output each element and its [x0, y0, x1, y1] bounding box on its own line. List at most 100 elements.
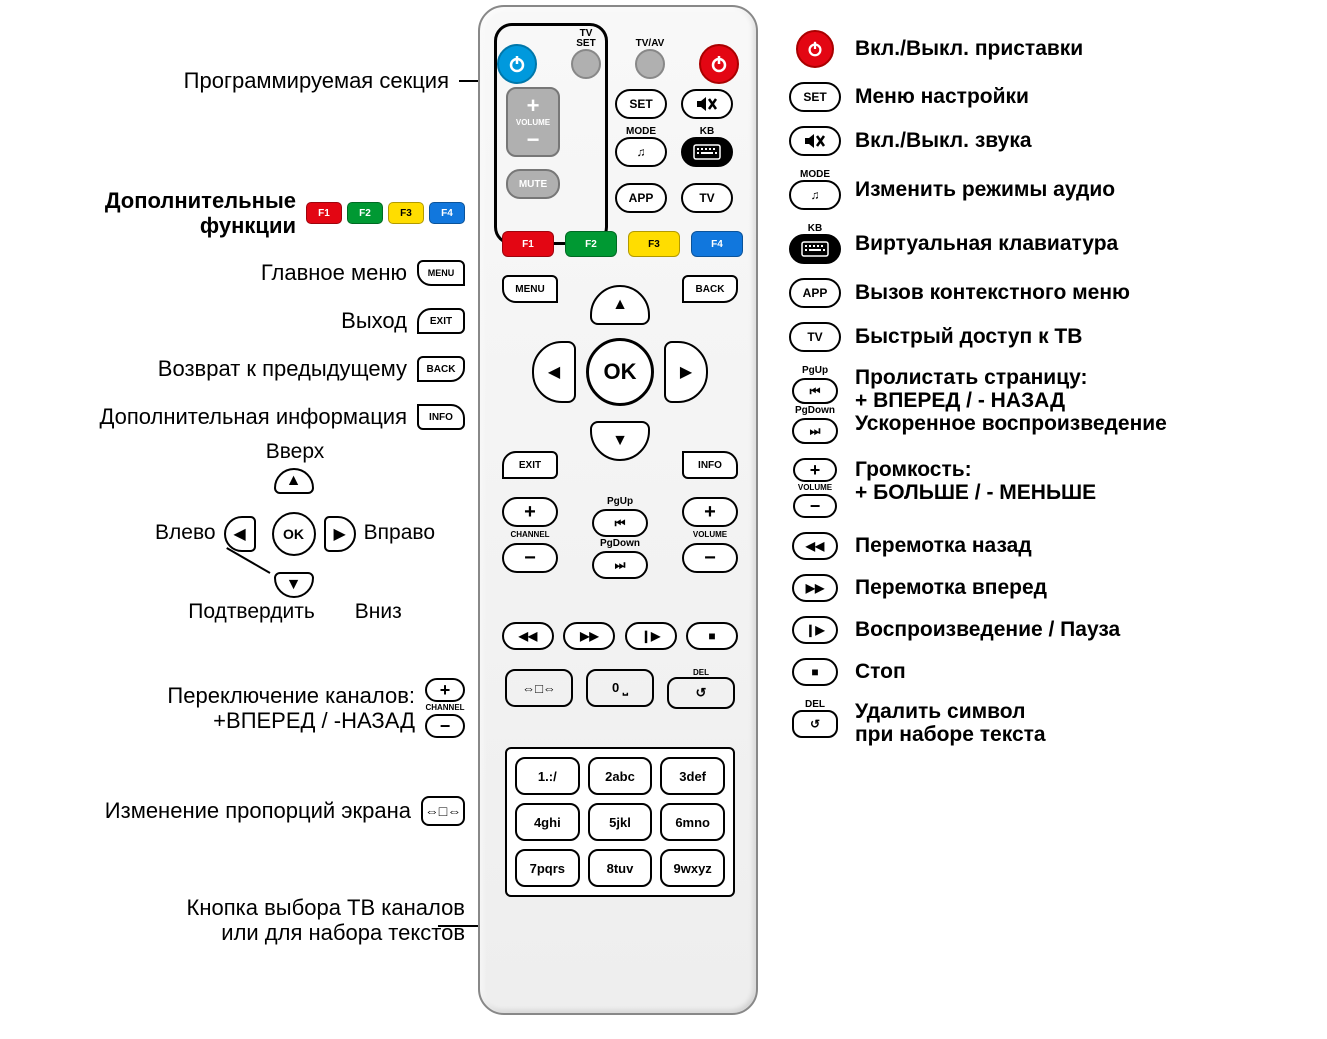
- vol-minus-legend-icon: −: [793, 494, 837, 518]
- right-column: Вкл./Выкл. приставки SET Меню настройки …: [790, 30, 1310, 760]
- key-1[interactable]: 1.:/: [515, 757, 580, 795]
- dpad-diagram: Вверх Влево ▲ ▼ ◀ ▶ OK Вправо Подтвердит…: [155, 440, 435, 624]
- channel-minus-icon: −: [425, 714, 465, 738]
- f1-button[interactable]: F1: [502, 231, 554, 257]
- dpad-down-label: Вниз: [355, 600, 402, 624]
- arrow-up-icon: ▲: [286, 472, 302, 490]
- channel-plus-button[interactable]: +: [502, 497, 558, 527]
- legend-stop: ■ Стоп: [790, 658, 1310, 686]
- arrow-down-icon: ▼: [286, 576, 302, 594]
- key-8[interactable]: 8tuv: [588, 849, 653, 887]
- f3-key-mini: F3: [388, 202, 424, 224]
- mute-button[interactable]: MUTE: [506, 169, 560, 199]
- tv-button[interactable]: TV: [681, 183, 733, 213]
- legend-forward: ▶▶ Перемотка вперед: [790, 574, 1310, 602]
- key-4[interactable]: 4ghi: [515, 803, 580, 841]
- set-icon: SET: [789, 82, 841, 112]
- extra-functions-text: Дополнительные функции: [105, 188, 296, 239]
- mode-label: MODE: [615, 127, 667, 137]
- legend-del: DEL↺ Удалить символ при наборе текста: [790, 700, 1310, 746]
- volume-label: VOLUME: [516, 119, 550, 127]
- channel-minus-button[interactable]: −: [502, 543, 558, 573]
- f3-button[interactable]: F3: [628, 231, 680, 257]
- pgup-button[interactable]: ⏮: [592, 509, 648, 537]
- pgup-label: PgUp: [607, 497, 633, 507]
- menu-icon: MENU: [417, 260, 465, 286]
- channel-label: CHANNEL: [510, 531, 549, 539]
- dpad-left-label: Влево: [155, 521, 216, 545]
- mute-icon-button[interactable]: [681, 89, 733, 119]
- tv-legend-icon: TV: [789, 322, 841, 352]
- legend-page: PgUp ⏮ PgDown ⏭ Пролистать страницу: + В…: [790, 366, 1310, 444]
- f4-button[interactable]: F4: [691, 231, 743, 257]
- keyboard-legend-icon: [789, 234, 841, 264]
- playpause-legend-icon: ❙▶: [792, 616, 838, 644]
- kb-label: KB: [681, 127, 733, 137]
- mute-label: MUTE: [519, 179, 547, 190]
- del-button[interactable]: ↺: [667, 677, 735, 709]
- info-icon: INFO: [417, 404, 465, 430]
- numeric-keypad: 1.:/ 2abc 3def 4ghi 5jkl 6mno 7pqrs 8tuv…: [505, 747, 735, 897]
- power-icon: [709, 54, 729, 74]
- label-exit: Выход EXIT: [341, 308, 465, 334]
- keyboard-button[interactable]: [681, 137, 733, 167]
- volume-rocker[interactable]: + VOLUME −: [506, 87, 560, 157]
- dpad-left-button[interactable]: ◀: [532, 341, 576, 403]
- keyboard-icon: [693, 144, 721, 160]
- mute-legend-icon: [789, 126, 841, 156]
- key-3[interactable]: 3def: [660, 757, 725, 795]
- dpad: ▲ ▼ ◀ ▶ OK: [532, 285, 708, 461]
- mode-button[interactable]: ♫: [615, 137, 667, 167]
- key-2[interactable]: 2abc: [588, 757, 653, 795]
- app-legend-icon: APP: [789, 278, 841, 308]
- f1-key-mini: F1: [306, 202, 342, 224]
- exit-button[interactable]: EXIT: [502, 451, 558, 479]
- aspect-button[interactable]: ⇔□⇔: [505, 669, 573, 707]
- dpad-right-button[interactable]: ▶: [664, 341, 708, 403]
- volume-plus-icon: +: [527, 93, 540, 119]
- legend-tv: TV Быстрый доступ к ТВ: [790, 322, 1310, 352]
- del-legend-icon: ↺: [792, 710, 838, 738]
- arrow-left-icon: ◀: [233, 524, 245, 544]
- tv-av-button[interactable]: [635, 49, 665, 79]
- info-button[interactable]: INFO: [682, 451, 738, 479]
- key-6[interactable]: 6mno: [660, 803, 725, 841]
- legend-set: SET Меню настройки: [790, 82, 1310, 112]
- zero-button[interactable]: 0 ⎵: [586, 669, 654, 707]
- label-prog-section: Программируемая секция: [184, 68, 483, 93]
- key-9[interactable]: 9wxyz: [660, 849, 725, 887]
- f2-button[interactable]: F2: [565, 231, 617, 257]
- ok-button[interactable]: OK: [586, 338, 654, 406]
- legend-volume: + VOLUME − Громкость: + БОЛЬШЕ / - МЕНЬШ…: [790, 458, 1310, 518]
- forward-button[interactable]: ▶▶: [563, 622, 615, 650]
- dpad-up-button[interactable]: ▲: [590, 285, 650, 325]
- power-red-button[interactable]: [699, 44, 739, 84]
- key-5[interactable]: 5jkl: [588, 803, 653, 841]
- stop-legend-icon: ■: [792, 658, 838, 686]
- label-aspect: Изменение пропорций экрана ⇔□⇔: [105, 796, 465, 826]
- dpad-mini: ▲ ▼ ◀ ▶ OK: [224, 468, 356, 598]
- key-7[interactable]: 7pqrs: [515, 849, 580, 887]
- exit-icon: EXIT: [417, 308, 465, 334]
- f2-key-mini: F2: [347, 202, 383, 224]
- left-column: Программируемая секция Дополнительные фу…: [0, 0, 465, 1039]
- legend-mute: Вкл./Выкл. звука: [790, 126, 1310, 156]
- mode-legend-icon: ♫: [789, 180, 841, 210]
- playpause-button[interactable]: ❙▶: [625, 622, 677, 650]
- label-main-menu: Главное меню MENU: [261, 260, 465, 286]
- set-button[interactable]: SET: [615, 89, 667, 119]
- channel-label-mini: CHANNEL: [425, 704, 464, 712]
- volume-minus-button[interactable]: −: [682, 543, 738, 573]
- prog-section-text: Программируемая секция: [184, 68, 449, 93]
- pgdown-button[interactable]: ⏭: [592, 551, 648, 579]
- remote-control: TV SET TV/AV + VOLUME − MUTE SET MO: [478, 5, 758, 1015]
- dpad-up-label: Вверх: [155, 440, 435, 464]
- back-icon: BACK: [417, 356, 465, 382]
- rewind-button[interactable]: ◀◀: [502, 622, 554, 650]
- stop-button[interactable]: ■: [686, 622, 738, 650]
- vol-plus-legend-icon: +: [793, 458, 837, 482]
- volume-plus-button[interactable]: +: [682, 497, 738, 527]
- app-button[interactable]: APP: [615, 183, 667, 213]
- aspect-icon: ⇔□⇔: [421, 796, 465, 826]
- label-back: Возврат к предыдущему BACK: [158, 356, 465, 382]
